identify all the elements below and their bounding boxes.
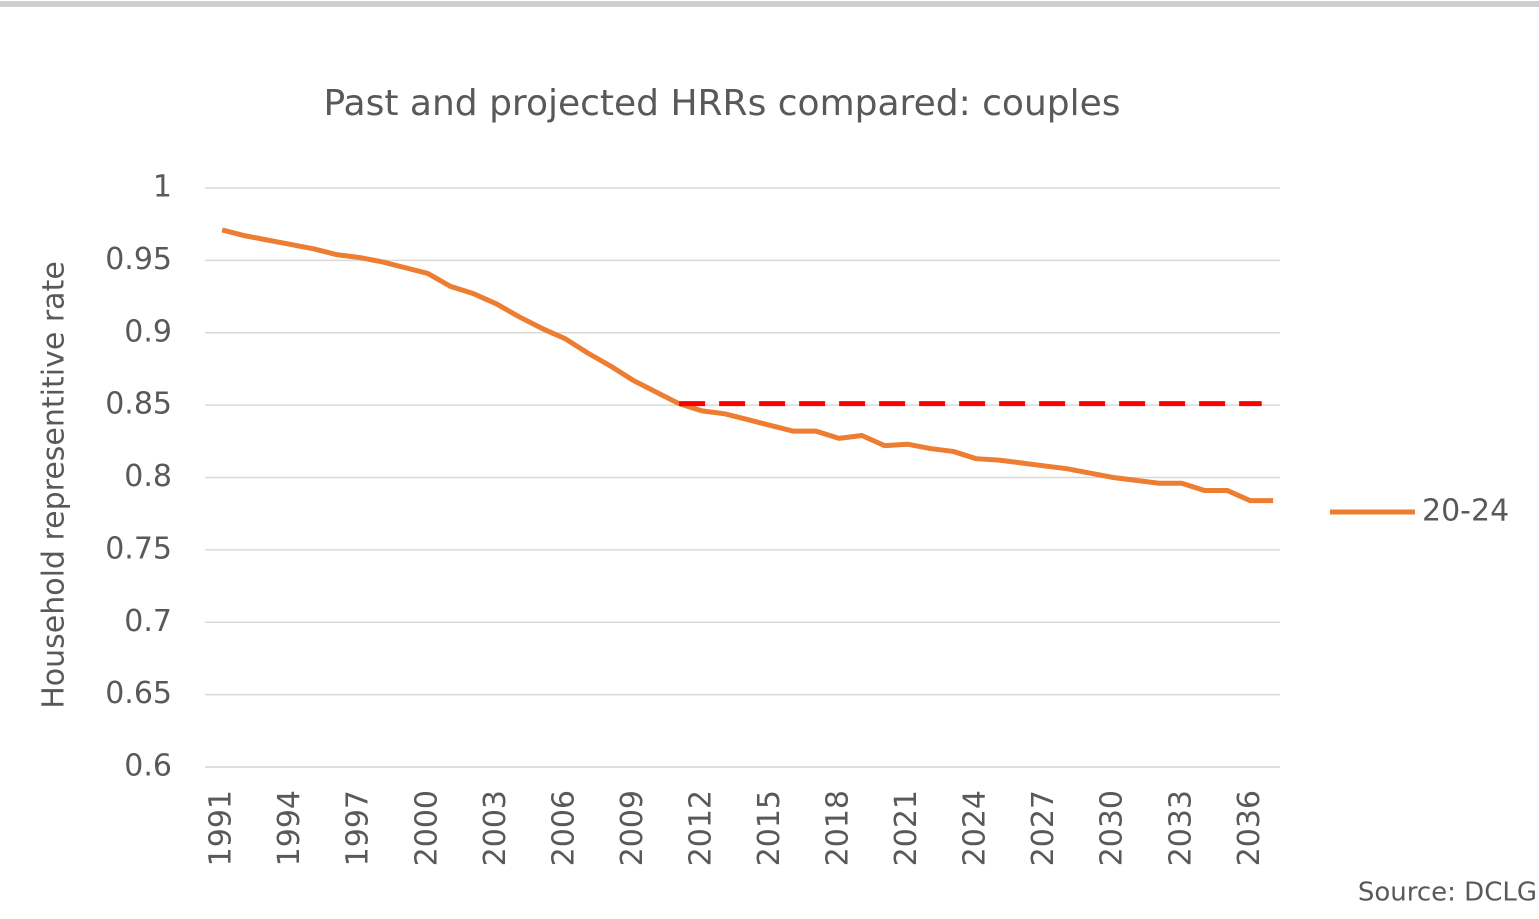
y-tick-label: 1 [153, 170, 172, 205]
y-tick-label: 0.75 [105, 531, 172, 566]
y-tick-label: 0.7 [124, 604, 172, 639]
x-tick-label: 2003 [478, 790, 513, 866]
y-tick-label: 0.65 [105, 676, 172, 711]
x-tick-label: 2018 [821, 790, 856, 866]
y-tick-label: 0.85 [105, 387, 172, 422]
y-tick-label: 0.6 [124, 749, 172, 784]
x-tick-label: 2021 [889, 790, 924, 866]
legend-label: 20-24 [1422, 494, 1509, 529]
x-tick-label: 2009 [615, 790, 650, 866]
x-tick-label: 2024 [958, 790, 993, 866]
x-tick-label: 2036 [1232, 790, 1267, 866]
data-line [221, 227, 1274, 504]
y-tick-label: 0.9 [124, 314, 172, 349]
chart-title: Past and projected HRRs compared: couple… [323, 83, 1120, 124]
x-tick-label: 1991 [204, 790, 239, 866]
x-tick-label: 2033 [1163, 790, 1198, 866]
y-tick-label: 0.95 [105, 242, 172, 277]
x-tick-label: 2012 [683, 790, 718, 866]
y-tick-label: 0.8 [124, 459, 172, 494]
y-axis-label: Household representitive rate [37, 261, 72, 709]
x-tick-label: 2030 [1095, 790, 1130, 866]
x-tick-label: 1997 [341, 790, 376, 866]
x-tick-label: 2015 [752, 790, 787, 866]
x-tick-label: 1994 [272, 790, 307, 866]
x-tick-label: 2000 [409, 790, 444, 866]
x-tick-label: 2006 [546, 790, 581, 866]
source-note: Source: DCLG [1358, 878, 1537, 908]
x-tick-label: 2027 [1026, 790, 1061, 866]
